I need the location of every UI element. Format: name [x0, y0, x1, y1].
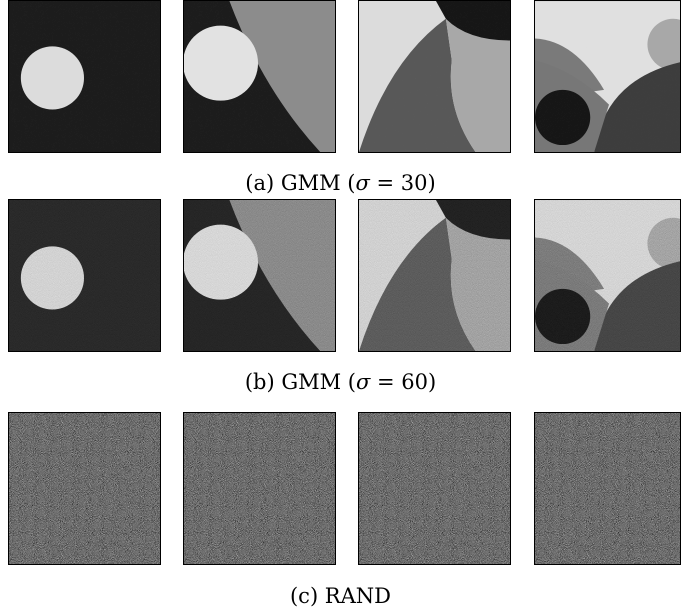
noise-image	[184, 413, 335, 564]
segmentation-image	[9, 1, 160, 152]
noise-image	[535, 413, 680, 564]
gmm30-panel-1	[8, 0, 161, 153]
caption-prefix: (b) GMM (	[244, 370, 356, 394]
segmentation-image	[535, 1, 680, 152]
rand-panel-3	[358, 412, 511, 565]
gmm60-panel-3	[358, 199, 511, 352]
caption-suffix: = 60)	[370, 370, 437, 394]
caption-prefix: (c) RAND	[289, 584, 391, 608]
rand-panel-2	[183, 412, 336, 565]
gmm60-panel-1	[8, 199, 161, 352]
gmm60-panel-2	[183, 199, 336, 352]
caption-prefix: (a) GMM (	[245, 171, 356, 195]
segmentation-image	[184, 200, 335, 351]
rand-panel-1	[8, 412, 161, 565]
noise-image	[9, 413, 160, 564]
caption-a: (a) GMM (σ = 30)	[0, 171, 681, 195]
caption-suffix: = 30)	[369, 171, 436, 195]
noise-image	[359, 413, 510, 564]
caption-c: (c) RAND	[0, 584, 681, 608]
gmm30-panel-3	[358, 0, 511, 153]
caption-b: (b) GMM (σ = 60)	[0, 370, 681, 394]
segmentation-image	[359, 1, 510, 152]
gmm30-panel-4	[534, 0, 681, 153]
gmm60-panel-4	[534, 199, 681, 352]
segmentation-image	[535, 200, 680, 351]
gmm30-panel-2	[183, 0, 336, 153]
segmentation-image	[9, 200, 160, 351]
segmentation-image	[184, 1, 335, 152]
sigma-symbol: σ	[355, 370, 371, 394]
rand-panel-4	[534, 412, 681, 565]
sigma-symbol: σ	[355, 171, 370, 195]
segmentation-image	[359, 200, 510, 351]
